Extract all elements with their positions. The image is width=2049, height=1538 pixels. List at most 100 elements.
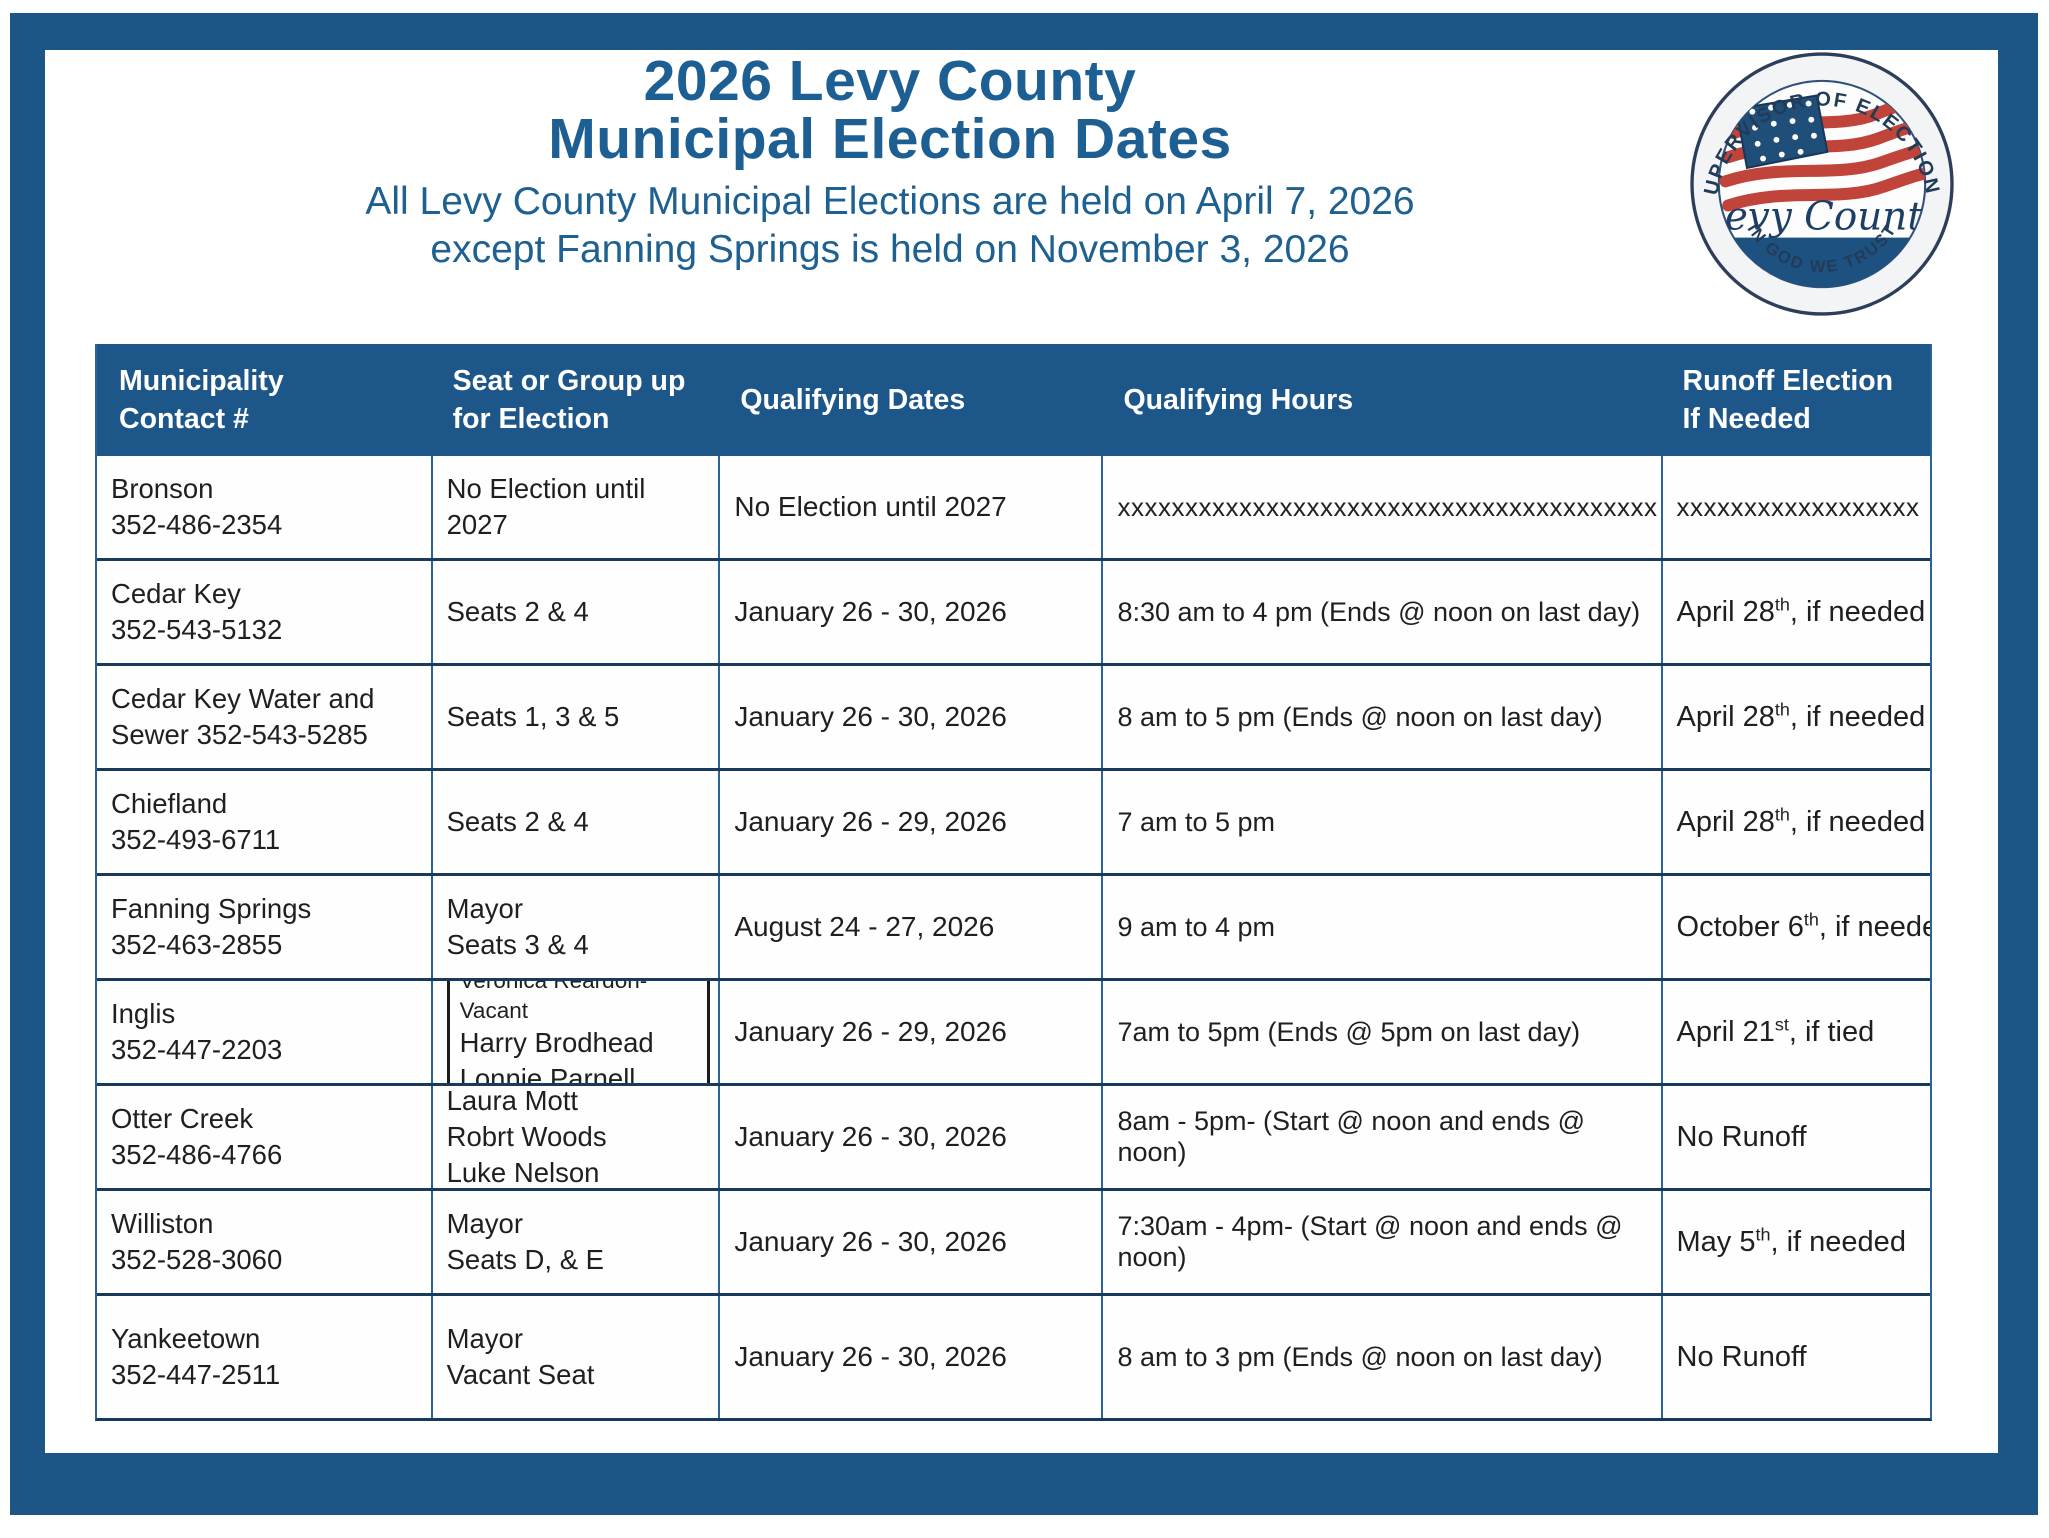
seat-cell: Seats 2 & 4 [430,771,719,873]
column-header-line: Qualifying Dates [740,383,966,416]
municipality-line: 352-447-2203 [111,1034,283,1065]
runoff-text: April 21st, if tied [1676,1015,1922,1049]
qualifying-dates-text: January 26 - 30, 2026 [734,1341,1007,1372]
page-header: 2026 Levy County Municipal Election Date… [110,52,1670,273]
column-header-4: Runoff Election If Needed [1661,356,1930,445]
qualifying-dates-text: January 26 - 30, 2026 [734,1226,1007,1257]
runoff-cell: No Runoff [1660,1296,1930,1418]
seat-line: Vacant Seat [446,1359,595,1390]
seat-line: Seats 2 & 4 [446,805,589,837]
runoff-base: April 28 [1676,805,1775,838]
qualifying-dates-cell: January 26 - 29, 2026 [718,771,1101,873]
qualifying-hours-text: 9 am to 4 pm [1117,911,1276,942]
seat-line: Seats 2 & 4 [446,595,589,627]
municipality-cell: Williston 352-528-3060 [97,1191,431,1293]
table-row: Fanning Springs 352-463-2855 Mayor Seats 3 … [97,876,1930,981]
municipality-cell: Cedar Key Water and Sewer 352-543-5285 [97,666,431,768]
qualifying-dates-cell: January 26 - 30, 2026 [718,1191,1101,1293]
qualifying-hours-cell: 7 am to 5 pm [1101,771,1660,873]
seat-line: Luke Nelson [446,1157,600,1188]
runoff-text: April 28th, if needed [1677,595,1926,629]
municipality-line: Otter Creek [111,1102,254,1134]
runoff-superscript: th [1803,908,1819,929]
runoff-superscript: th [1774,803,1790,824]
column-header-line: Municipality [119,364,284,397]
qualifying-hours-text: 8am - 5pm- (Start @ noon and ends @ noon… [1117,1106,1585,1167]
municipality-cell: Bronson 352-486-2354 [97,456,431,558]
table-body: Bronson 352-486-2354 No Election until 202… [97,456,1930,1418]
runoff-cell: xxxxxxxxxxxxxxxxxx [1660,456,1930,558]
municipality-line: Sewer 352-543-5285 [111,719,368,750]
seat-cell: Seats 2 & 4 [430,561,719,663]
runoff-text: April 28th, if needed [1677,700,1926,734]
seat-line: Seats 1, 3 & 5 [446,700,620,732]
runoff-base: xxxxxxxxxxxxxxxxxx [1676,491,1920,522]
runoff-tail: , if needed [1818,910,1930,943]
qualifying-dates-cell: January 26 - 29, 2026 [718,981,1101,1083]
qualifying-dates-text: January 26 - 29, 2026 [734,806,1007,837]
table-row: Yankeetown 352-447-2511 Mayor Vacant Seat Ja… [97,1296,1930,1418]
qualifying-dates-text: August 24 - 27, 2026 [734,911,995,942]
seal-center-text: Levy County [1698,195,1946,240]
runoff-tail: , if needed [1789,805,1926,838]
runoff-base: April 21 [1676,1015,1775,1048]
seat-cell: Laura Mott Robrt Woods Luke Nelson [430,1086,719,1188]
runoff-tail: , if tied [1788,1015,1875,1048]
seat-line: Seats 3 & 4 [446,929,589,960]
runoff-tail: , if needed [1770,1225,1906,1258]
municipality-line: Cedar Key Water and [111,682,375,714]
municipality-line: 352-463-2855 [111,929,283,960]
column-header-line: If Needed [1682,403,1811,435]
column-header-line: Qualifying Hours [1123,383,1354,416]
seat-cell: Mayor Seats 3 & 4 [430,876,719,978]
municipality-cell: Yankeetown 352-447-2511 [97,1296,431,1418]
municipality-line: Inglis [111,997,176,1029]
qualifying-hours-text: 7:30am - 4pm- (Start @ noon and ends @ n… [1117,1211,1623,1272]
table-row: Bronson 352-486-2354 No Election until 202… [97,456,1930,561]
runoff-text: No Runoff [1677,1121,1922,1154]
qualifying-hours-cell: 8:30 am to 4 pm (Ends @ noon on last day… [1101,561,1660,663]
qualifying-hours-cell: 7am to 5pm (Ends @ 5pm on last day) [1101,981,1660,1083]
table-row: Inglis 352-447-2203 Veronica Reardon-Vacan… [97,981,1930,1086]
table-row: Williston 352-528-3060 Mayor Seats D, & E Ja… [97,1191,1930,1296]
table-row: Chiefland 352-493-6711 Seats 2 & 4 January … [97,771,1930,876]
seat-cell: Seats 1, 3 & 5 [430,666,719,768]
qualifying-dates-cell: January 26 - 30, 2026 [718,666,1101,768]
seat-line: Mayor [446,1207,523,1239]
municipality-line: Chiefland [111,787,228,819]
qualifying-hours-text: xxxxxxxxxxxxxxxxxxxxxxxxxxxxxxxxxxxxxxxx [1117,491,1658,522]
seat-line: Lonnie Parnell [459,1063,636,1083]
qualifying-hours-text: 8 am to 5 pm (Ends @ noon on last day) [1117,701,1603,732]
column-header-line: Runoff Election [1682,364,1894,397]
column-header-line: Contact # [119,403,249,435]
column-header-3: Qualifying Hours [1101,375,1660,425]
page-subtitle: All Levy County Municipal Elections are … [110,178,1670,273]
municipality-line: 352-486-4766 [111,1139,283,1170]
table-header-row: Municipality Contact # Seat or Group up for… [97,344,1930,456]
qualifying-dates-text: January 26 - 30, 2026 [734,701,1007,732]
runoff-cell: April 28th, if needed [1660,771,1930,873]
qualifying-hours-text: 7 am to 5 pm [1117,806,1276,837]
election-dates-table: Municipality Contact # Seat or Group up for… [95,344,1932,1421]
runoff-text: No Runoff [1677,1341,1922,1374]
runoff-text: April 28th, if needed [1676,803,1926,839]
runoff-base: October 6 [1676,910,1804,943]
seat-cell: No Election until 2027 [430,456,719,558]
column-header-1: Seat or Group up for Election [431,356,719,445]
qualifying-hours-cell: 7:30am - 4pm- (Start @ noon and ends @ n… [1101,1191,1660,1293]
runoff-base: No Runoff [1676,1340,1807,1373]
runoff-tail: , if needed [1789,595,1926,628]
municipality-line: 352-528-3060 [111,1244,283,1275]
table-row: Cedar Key 352-543-5132 Seats 2 & 4 January … [97,561,1930,666]
qualifying-hours-text: 8 am to 3 pm (Ends @ noon on last day) [1117,1341,1603,1372]
runoff-cell: No Runoff [1660,1086,1930,1188]
municipality-line: Yankeetown [111,1322,261,1354]
municipality-line: Fanning Springs [111,892,312,924]
qualifying-dates-cell: January 26 - 30, 2026 [718,1086,1101,1188]
runoff-text: October 6th, if needed [1676,908,1930,944]
municipality-cell: Chiefland 352-493-6711 [97,771,431,873]
municipality-cell: Cedar Key 352-543-5132 [97,561,431,663]
qualifying-hours-cell: xxxxxxxxxxxxxxxxxxxxxxxxxxxxxxxxxxxxxxxx [1101,456,1660,558]
